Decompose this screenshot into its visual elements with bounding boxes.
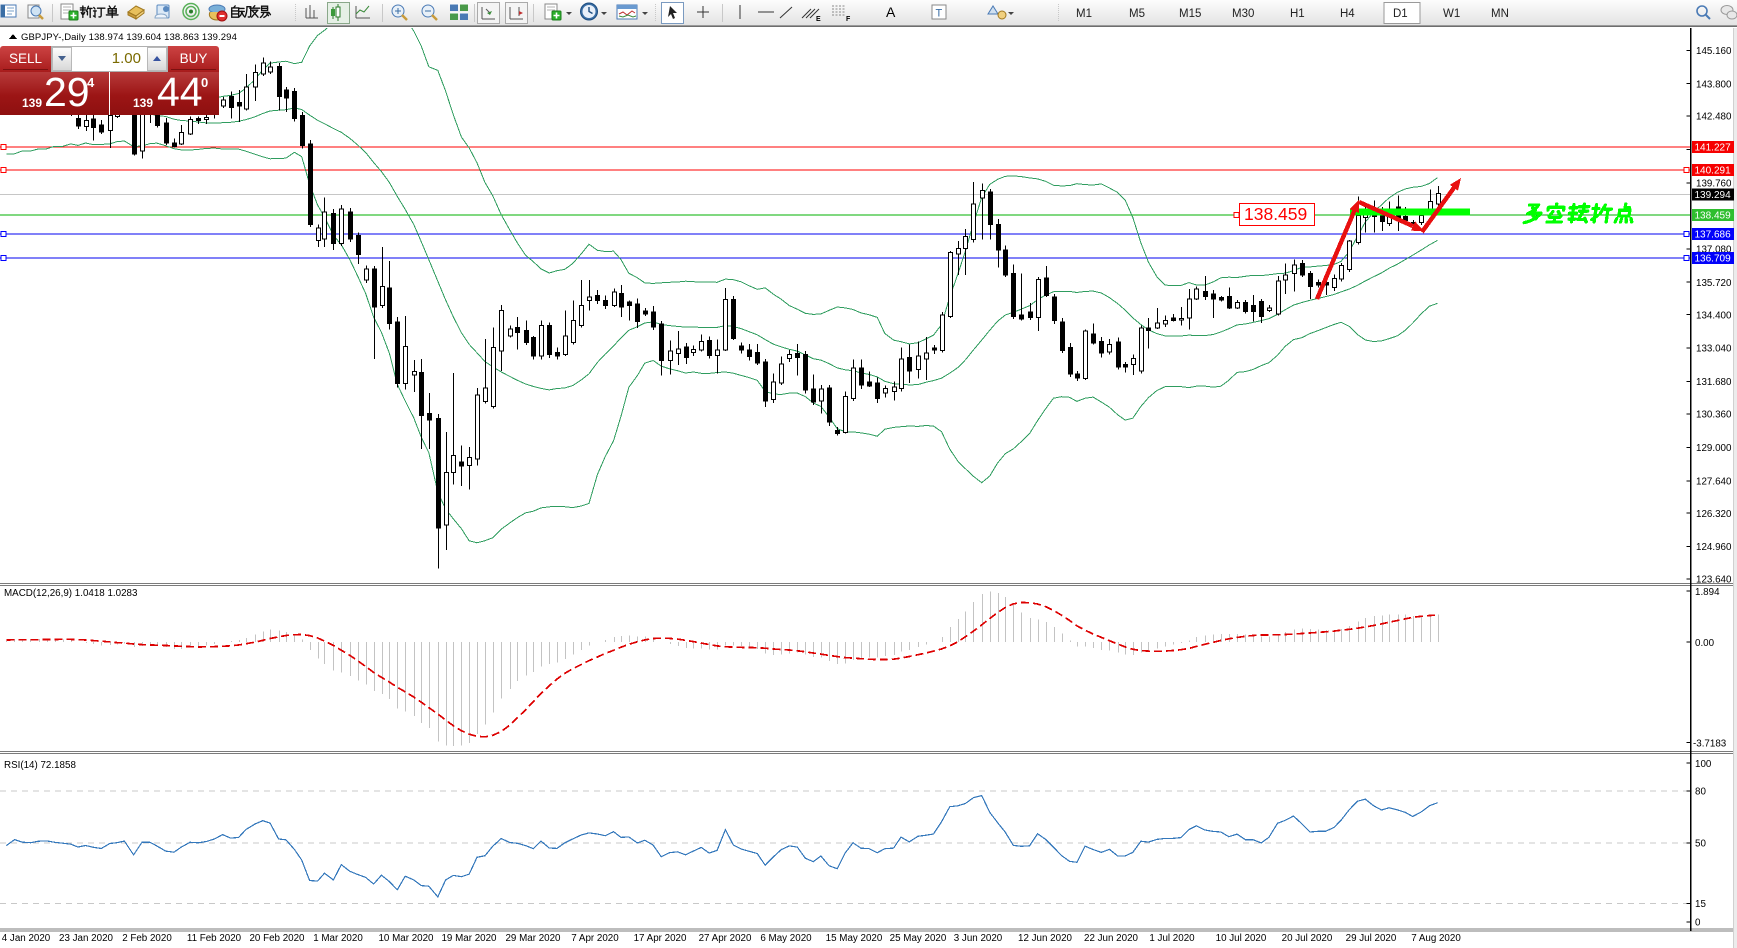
svg-text:100: 100 (1695, 759, 1712, 770)
svg-text:F: F (846, 16, 851, 23)
svg-text:15: 15 (1695, 899, 1706, 910)
svg-text:137.080: 137.080 (1696, 244, 1732, 255)
svg-text:H1: H1 (1290, 8, 1305, 20)
svg-text:138.459: 138.459 (1695, 211, 1732, 222)
svg-text:1 Mar 2020: 1 Mar 2020 (313, 933, 363, 944)
svg-text:137.686: 137.686 (1695, 230, 1732, 241)
svg-text:12 Jun 2020: 12 Jun 2020 (1018, 933, 1072, 944)
svg-text:23 Jan 2020: 23 Jan 2020 (59, 933, 113, 944)
svg-text:126.320: 126.320 (1696, 509, 1732, 520)
svg-text:M30: M30 (1232, 8, 1254, 20)
svg-text:A: A (886, 4, 896, 20)
svg-text:6 May 2020: 6 May 2020 (760, 933, 812, 944)
svg-text:145.160: 145.160 (1696, 46, 1732, 57)
svg-text:17 Apr 2020: 17 Apr 2020 (634, 933, 687, 944)
svg-text:27 Apr 2020: 27 Apr 2020 (699, 933, 752, 944)
svg-text:127.640: 127.640 (1696, 476, 1732, 487)
svg-text:0.00: 0.00 (1695, 638, 1715, 649)
svg-text:29 Mar 2020: 29 Mar 2020 (505, 933, 561, 944)
svg-text:20 Jul 2020: 20 Jul 2020 (1282, 933, 1333, 944)
svg-text:124.960: 124.960 (1696, 542, 1732, 553)
svg-text:E: E (816, 16, 821, 23)
svg-text:MACD(12,26,9) 1.0418 1.0283: MACD(12,26,9) 1.0418 1.0283 (4, 588, 138, 599)
svg-text:10 Jul 2020: 10 Jul 2020 (1216, 933, 1267, 944)
svg-text:RSI(14) 72.1858: RSI(14) 72.1858 (4, 760, 76, 771)
svg-text:M1: M1 (1076, 8, 1092, 20)
svg-text:25 May 2020: 25 May 2020 (890, 933, 947, 944)
svg-text:134.400: 134.400 (1696, 310, 1732, 321)
svg-text:139.760: 139.760 (1696, 179, 1732, 190)
svg-text:1 Jul 2020: 1 Jul 2020 (1149, 933, 1195, 944)
svg-text:80: 80 (1695, 786, 1706, 797)
svg-text:M15: M15 (1179, 8, 1201, 20)
svg-text:11 Feb 2020: 11 Feb 2020 (187, 933, 242, 944)
svg-text:141.227: 141.227 (1695, 143, 1732, 154)
svg-text:1.894: 1.894 (1695, 587, 1720, 598)
svg-text:131.680: 131.680 (1696, 377, 1732, 388)
svg-text:MN: MN (1491, 8, 1509, 20)
svg-text:M5: M5 (1129, 8, 1145, 20)
svg-text:4 Jan 2020: 4 Jan 2020 (2, 933, 51, 944)
svg-text:2 Feb 2020: 2 Feb 2020 (122, 933, 172, 944)
svg-text:140.291: 140.291 (1695, 166, 1732, 177)
svg-text:7 Apr 2020: 7 Apr 2020 (571, 933, 619, 944)
svg-text:133.040: 133.040 (1696, 344, 1732, 355)
svg-text:29 Jul 2020: 29 Jul 2020 (1346, 933, 1397, 944)
svg-text:D1: D1 (1393, 8, 1408, 20)
svg-text:136.709: 136.709 (1695, 254, 1732, 265)
svg-text:138.459: 138.459 (1244, 204, 1307, 224)
svg-text:135.720: 135.720 (1696, 278, 1732, 289)
svg-text:H4: H4 (1340, 8, 1355, 20)
svg-text:142.480: 142.480 (1696, 112, 1732, 123)
svg-text:129.000: 129.000 (1696, 443, 1732, 454)
svg-text:50: 50 (1695, 838, 1706, 849)
svg-text:-3.7183: -3.7183 (1693, 738, 1727, 749)
svg-text:143.800: 143.800 (1696, 79, 1732, 90)
svg-text:139.294: 139.294 (1695, 190, 1732, 201)
svg-text:20 Feb 2020: 20 Feb 2020 (249, 933, 305, 944)
svg-text:W1: W1 (1443, 8, 1460, 20)
svg-text:7 Aug 2020: 7 Aug 2020 (1411, 933, 1461, 944)
svg-text:0: 0 (1695, 918, 1701, 929)
svg-text:T: T (936, 8, 943, 20)
svg-text:10 Mar 2020: 10 Mar 2020 (378, 933, 434, 944)
svg-text:130.360: 130.360 (1696, 410, 1732, 421)
svg-text:22 Jun 2020: 22 Jun 2020 (1084, 933, 1138, 944)
svg-text:3 Jun 2020: 3 Jun 2020 (954, 933, 1003, 944)
svg-text:123.640: 123.640 (1696, 575, 1732, 586)
svg-text:15 May 2020: 15 May 2020 (826, 933, 883, 944)
svg-text:GBPJPY-,Daily 138.974 139.604: GBPJPY-,Daily 138.974 139.604 138.863 13… (21, 32, 237, 43)
svg-text:19 Mar 2020: 19 Mar 2020 (441, 933, 497, 944)
